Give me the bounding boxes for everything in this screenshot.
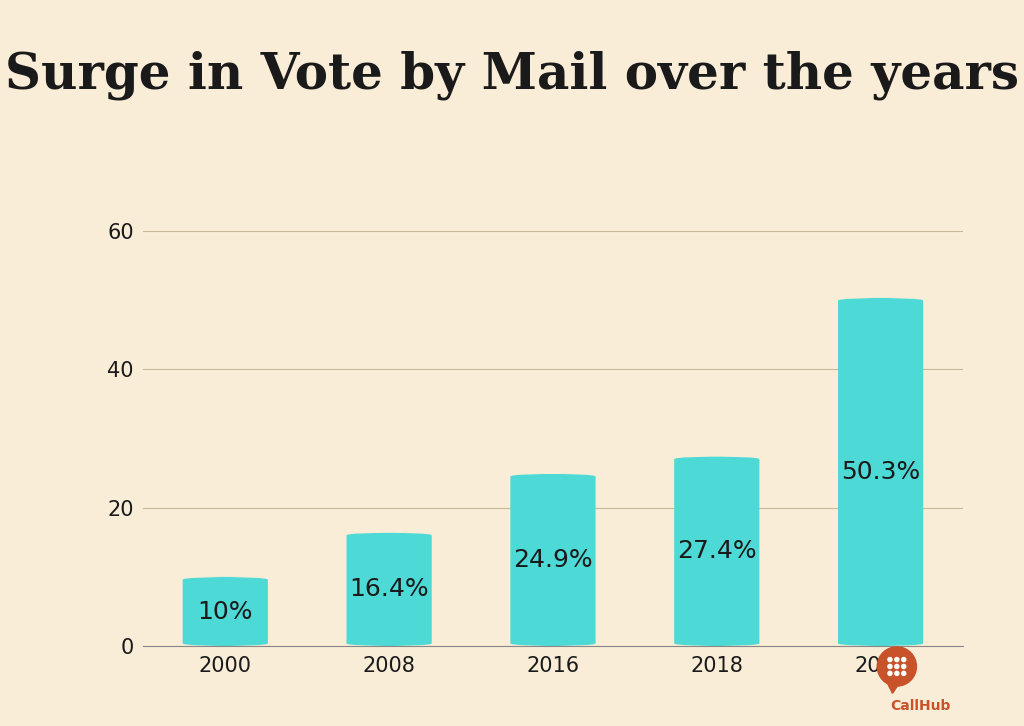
FancyBboxPatch shape (346, 533, 432, 646)
Circle shape (902, 664, 906, 669)
Polygon shape (888, 685, 898, 693)
FancyBboxPatch shape (838, 298, 924, 646)
Text: 16.4%: 16.4% (349, 577, 429, 601)
Text: 27.4%: 27.4% (677, 539, 757, 563)
Text: 50.3%: 50.3% (841, 460, 921, 484)
Circle shape (878, 647, 916, 686)
Circle shape (888, 672, 892, 675)
Circle shape (902, 658, 906, 661)
FancyBboxPatch shape (182, 577, 268, 646)
Circle shape (895, 672, 899, 675)
Circle shape (895, 664, 899, 669)
Circle shape (888, 664, 892, 669)
FancyBboxPatch shape (674, 457, 760, 646)
Circle shape (888, 658, 892, 661)
Circle shape (895, 658, 899, 661)
Circle shape (902, 672, 906, 675)
Text: 10%: 10% (198, 600, 253, 624)
Text: CallHub: CallHub (890, 698, 950, 713)
Text: Surge in Vote by Mail over the years: Surge in Vote by Mail over the years (5, 51, 1019, 100)
Text: 24.9%: 24.9% (513, 548, 593, 572)
FancyBboxPatch shape (510, 473, 596, 646)
